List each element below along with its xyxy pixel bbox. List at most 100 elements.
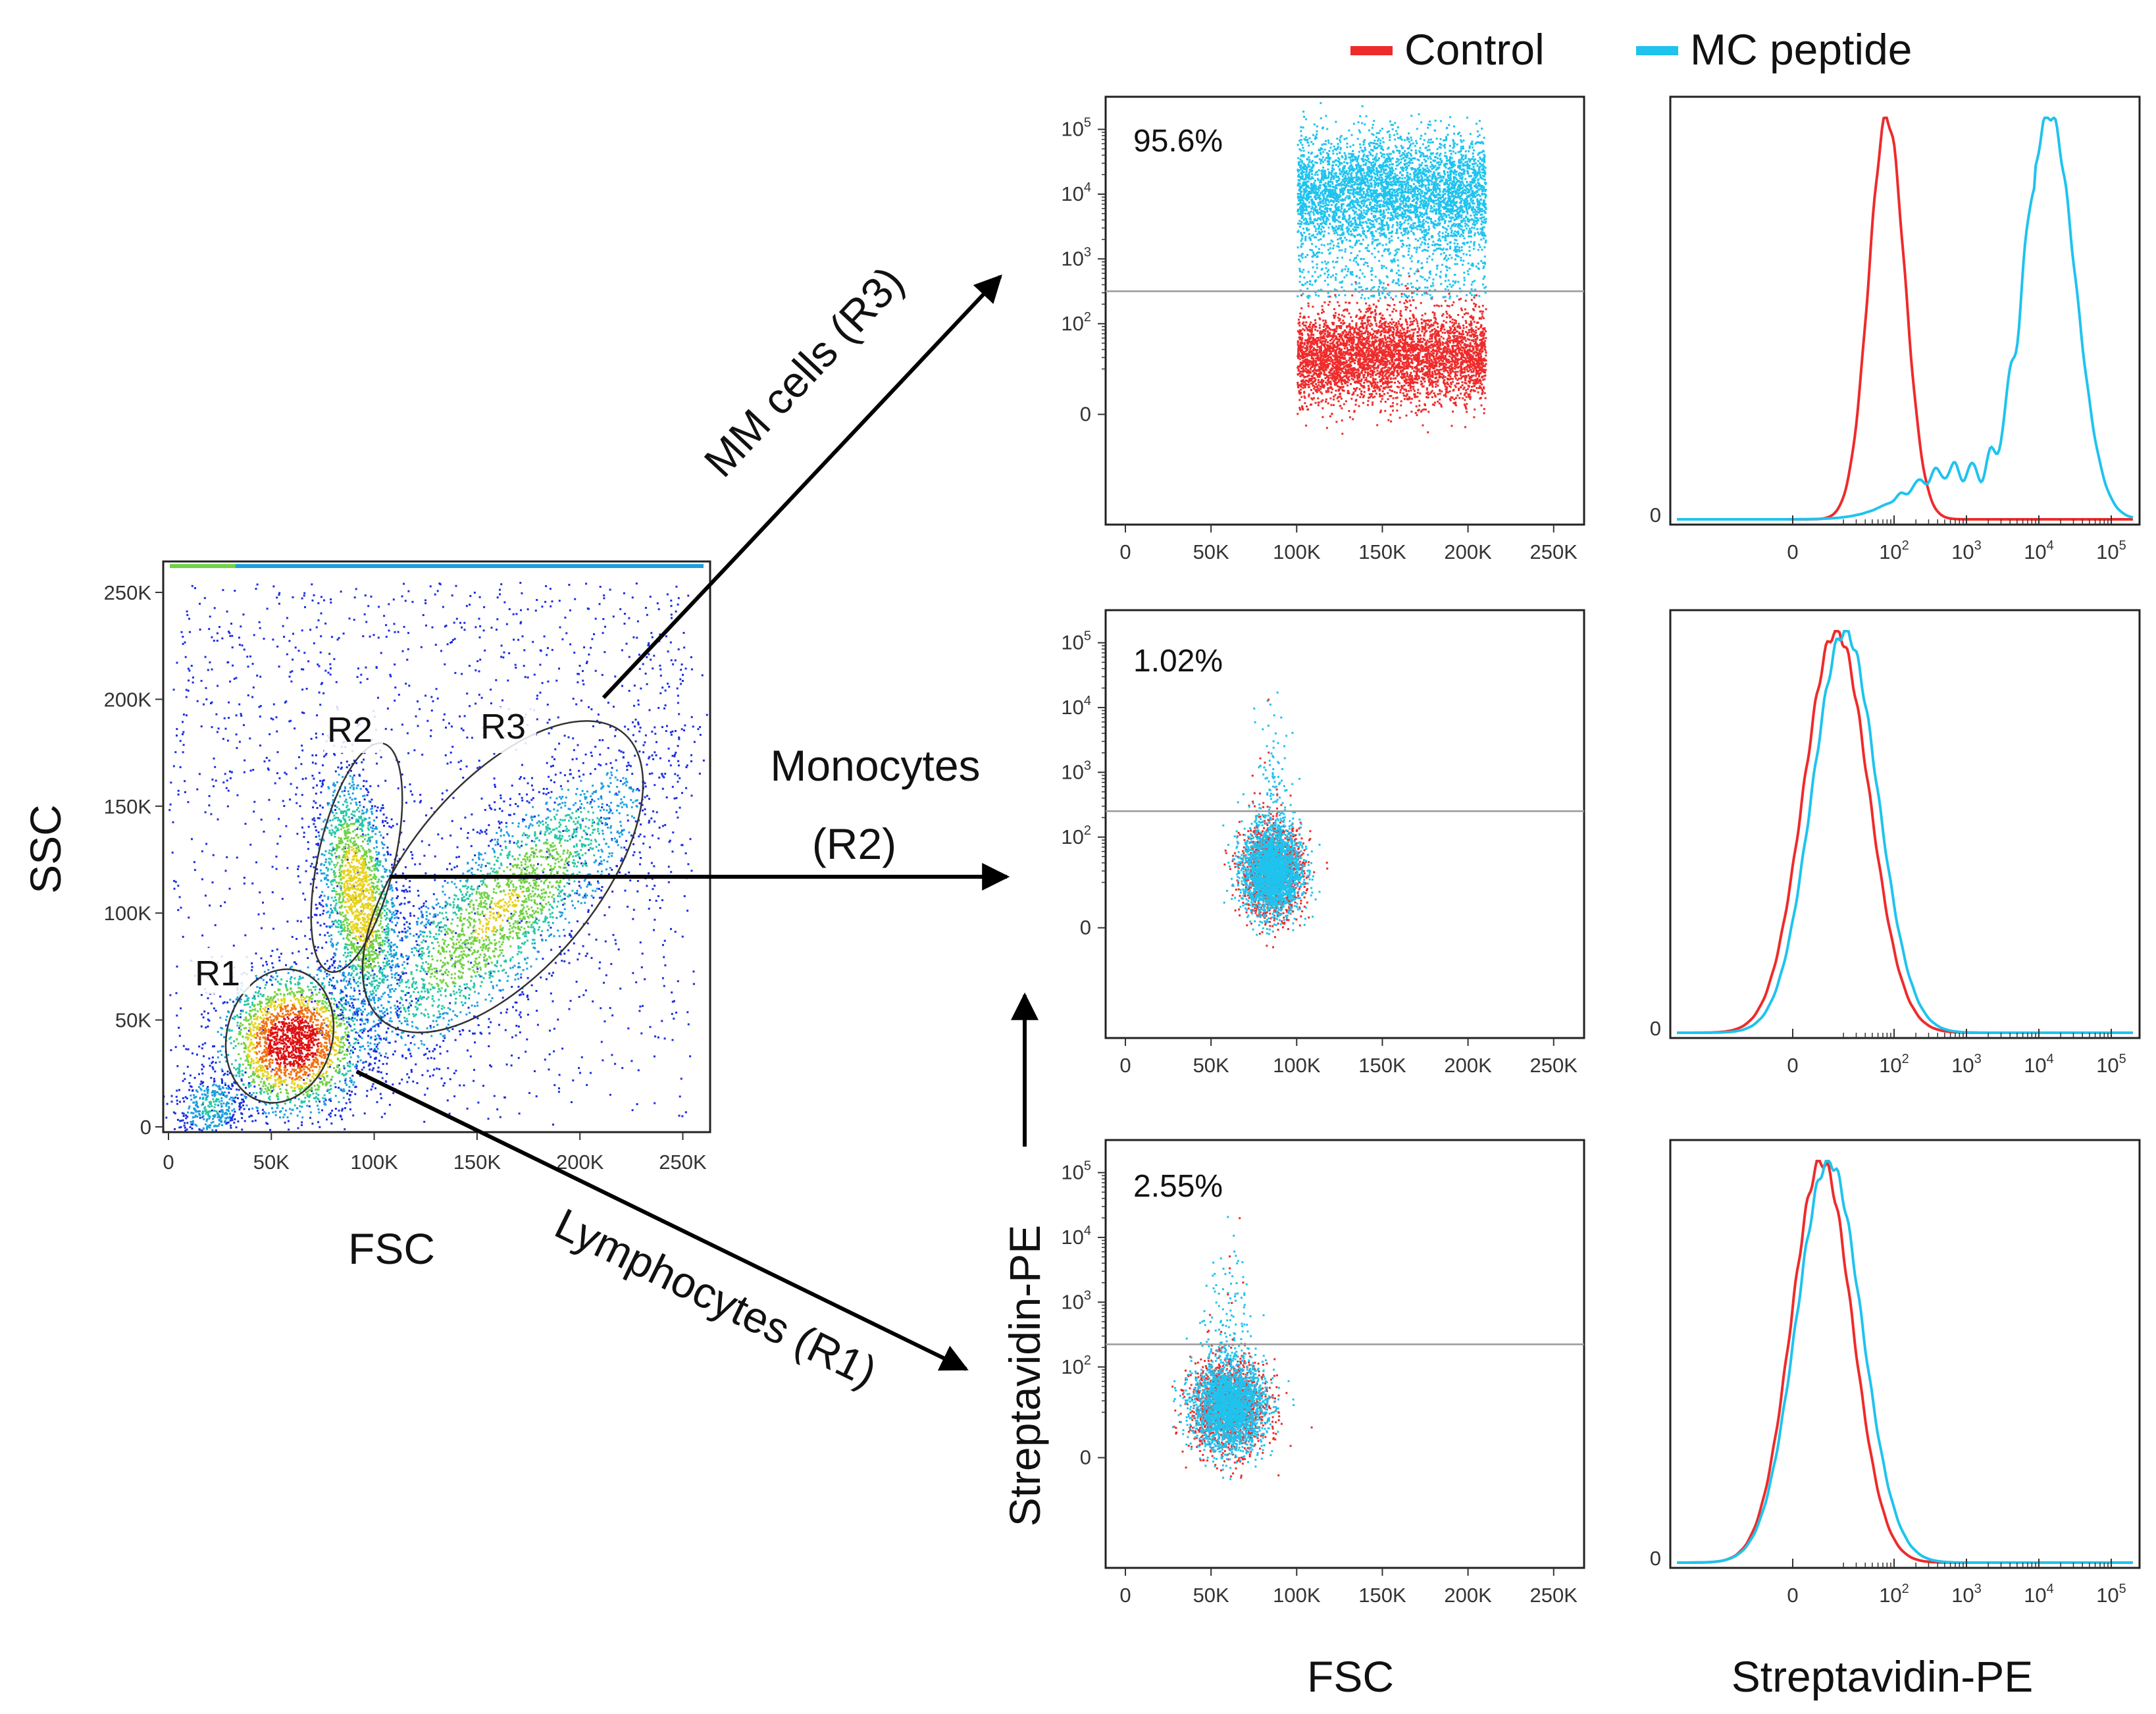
gating-point xyxy=(553,900,555,903)
gating-point xyxy=(496,882,499,885)
gating-point xyxy=(271,999,274,1001)
gating-point xyxy=(503,601,506,604)
gating-point xyxy=(292,1043,295,1045)
gating-point xyxy=(492,888,495,891)
gating-point xyxy=(459,946,462,948)
gating-point xyxy=(553,828,555,831)
gating-point xyxy=(347,1000,349,1003)
gating-point xyxy=(621,801,624,804)
gating-point xyxy=(290,1032,293,1035)
gating-point xyxy=(343,1090,346,1093)
gating-point xyxy=(565,796,567,799)
gating-point xyxy=(529,823,532,825)
gating-point xyxy=(426,1047,428,1050)
gating-point xyxy=(324,1005,326,1008)
gating-point xyxy=(542,958,544,960)
gating-point xyxy=(283,1054,286,1056)
gating-point xyxy=(567,789,570,791)
gating-point xyxy=(444,754,447,756)
gating-point xyxy=(519,1011,522,1014)
gating-point xyxy=(497,843,500,846)
gating-point xyxy=(244,1120,246,1122)
gating-point xyxy=(515,613,518,615)
gating-point xyxy=(674,754,677,756)
gating-point xyxy=(471,936,473,939)
gating-point xyxy=(424,1008,427,1011)
gating-point xyxy=(302,1003,305,1006)
gating-point xyxy=(421,1074,424,1076)
gating-point xyxy=(266,1025,268,1027)
gating-point xyxy=(307,1074,309,1077)
gating-point xyxy=(449,903,451,906)
gating-point xyxy=(463,629,466,631)
gating-point xyxy=(332,1009,334,1012)
gating-point xyxy=(473,918,475,921)
gating-point xyxy=(571,900,573,902)
gating-point xyxy=(615,943,617,945)
gating-point xyxy=(586,801,589,804)
gating-point xyxy=(431,942,434,945)
gating-point xyxy=(648,653,650,656)
gating-point xyxy=(392,598,395,601)
gating-point xyxy=(526,856,528,858)
gating-point xyxy=(312,806,315,809)
gating-point xyxy=(432,1020,434,1022)
gating-point xyxy=(677,603,679,606)
gating-point xyxy=(621,1067,624,1070)
gating-point xyxy=(248,1027,251,1029)
gating-point xyxy=(205,687,207,689)
gating-point xyxy=(648,819,651,822)
gating-point xyxy=(627,728,630,731)
gating-point xyxy=(459,995,461,997)
gating-point xyxy=(296,997,299,1000)
gating-point xyxy=(514,889,517,891)
gating-point xyxy=(290,1199,292,1201)
gating-point xyxy=(411,978,414,980)
gating-point xyxy=(438,988,440,990)
gating-point xyxy=(428,952,430,954)
gating-point xyxy=(600,797,603,800)
gating-point xyxy=(661,787,664,790)
gating-point xyxy=(177,885,180,887)
gating-point xyxy=(356,1039,359,1041)
gating-point xyxy=(291,991,293,993)
gating-point xyxy=(214,924,217,927)
gating-point xyxy=(638,789,640,792)
gating-point xyxy=(444,990,447,993)
gating-point xyxy=(267,998,270,1000)
gating-point xyxy=(586,952,588,955)
gating-point xyxy=(306,1066,309,1068)
gating-point xyxy=(450,977,453,979)
gating-point xyxy=(270,975,272,977)
gating-point xyxy=(453,993,455,995)
gating-point xyxy=(507,835,510,837)
gating-point xyxy=(433,975,436,977)
gating-point xyxy=(527,827,530,829)
gating-point xyxy=(248,1012,251,1015)
gating-point xyxy=(551,905,553,908)
gating-point xyxy=(180,631,183,633)
gating-point xyxy=(430,1035,433,1037)
gating-point xyxy=(472,931,475,933)
gating-point xyxy=(569,852,572,855)
gating-point xyxy=(398,1014,401,1016)
gating-point xyxy=(279,1052,282,1054)
gating-point xyxy=(250,1094,253,1096)
gating-point xyxy=(331,1027,334,1029)
gating-point xyxy=(451,641,453,643)
gating-point xyxy=(525,866,528,869)
gating-point xyxy=(553,1050,555,1052)
gating-point xyxy=(591,792,594,795)
gating-point xyxy=(488,947,490,949)
gating-point xyxy=(469,894,471,896)
gating-point xyxy=(251,1008,254,1011)
gating-point xyxy=(554,862,557,865)
gating-point xyxy=(263,1082,266,1085)
gating-point xyxy=(473,888,475,891)
gating-point xyxy=(309,974,311,976)
gating-point xyxy=(243,877,245,879)
gating-point xyxy=(256,1033,259,1035)
gating-point xyxy=(405,683,407,685)
gating-point xyxy=(565,866,567,869)
gating-point xyxy=(470,975,473,978)
